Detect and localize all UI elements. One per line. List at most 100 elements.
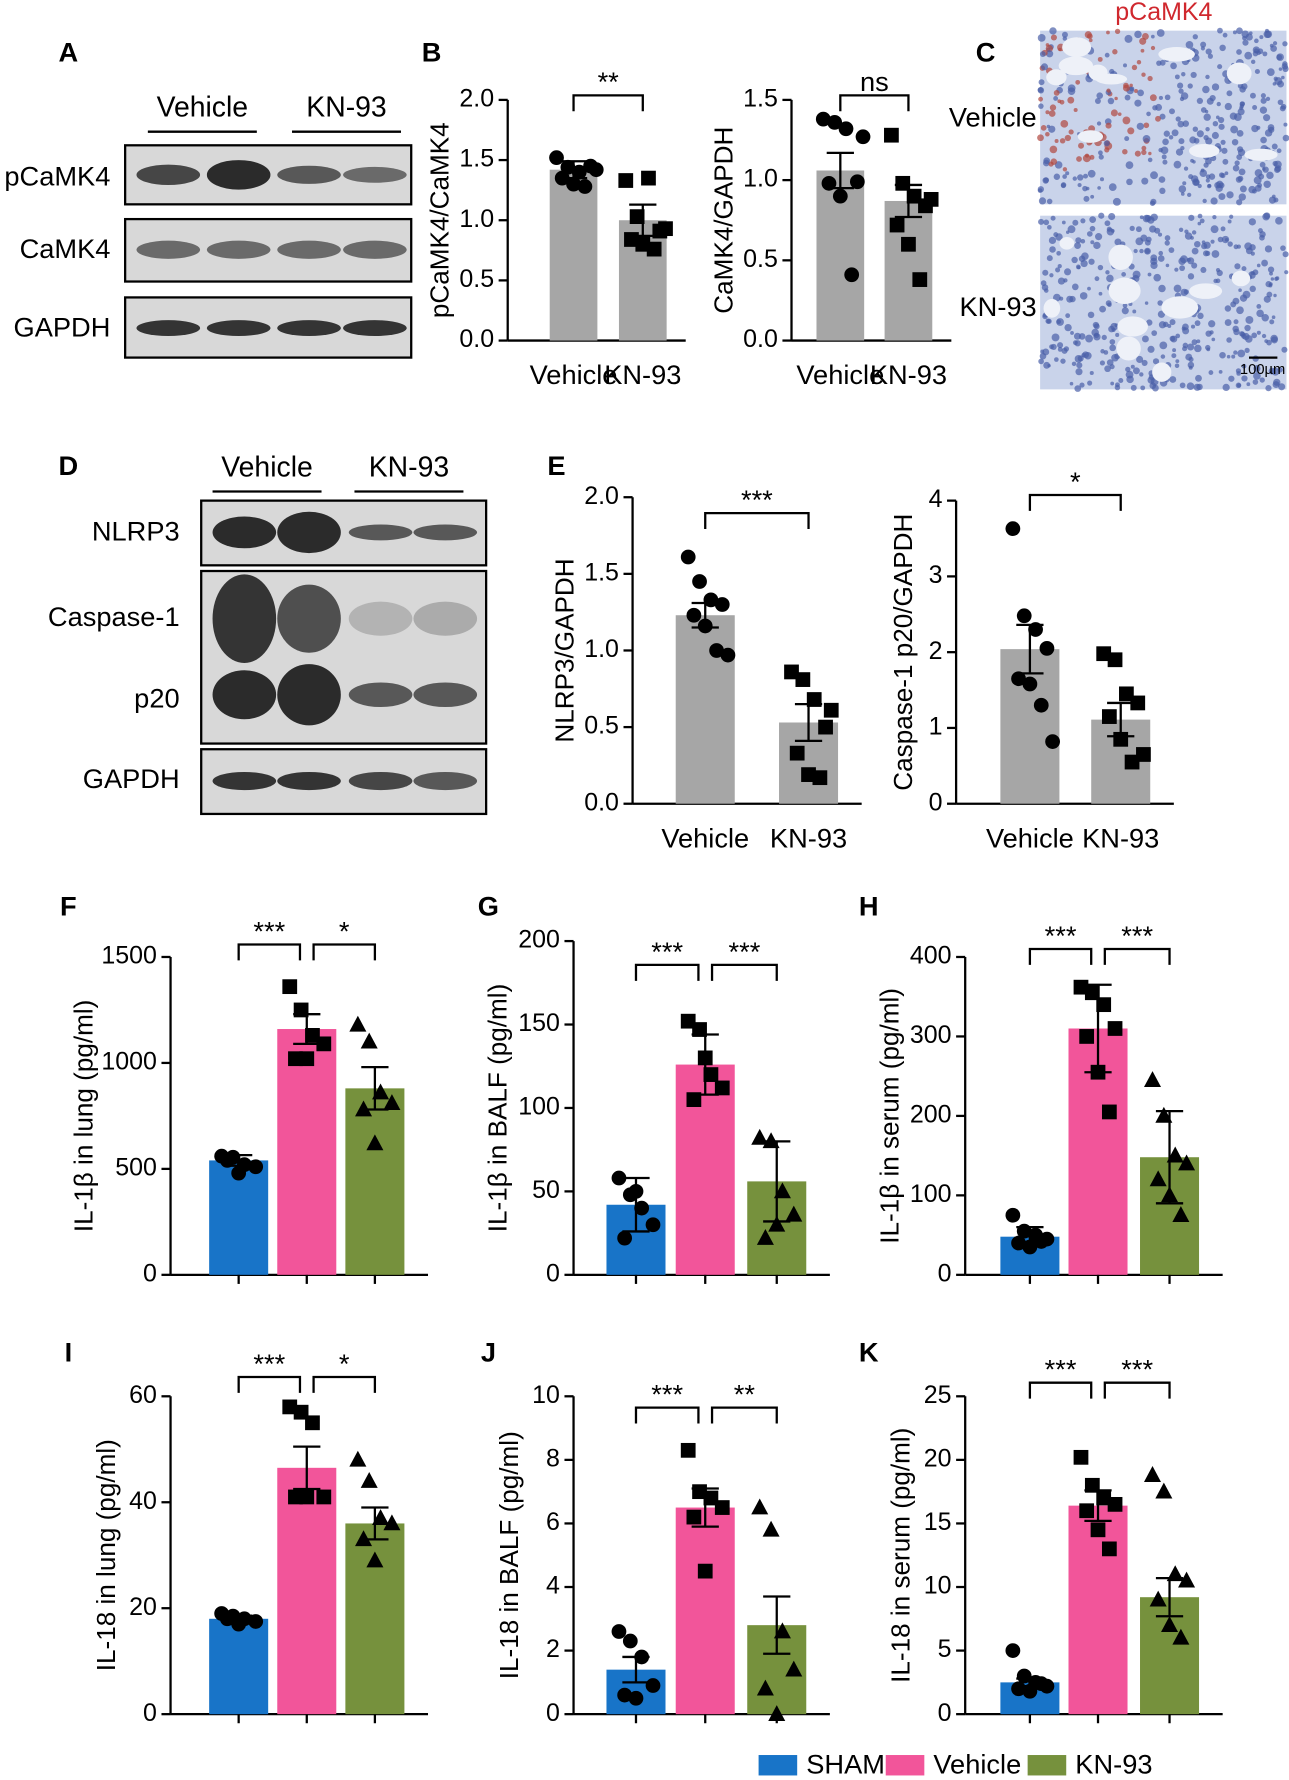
y-tick-label: 40 [129,1487,157,1515]
histology-cell [1063,346,1070,352]
histology-cell [1222,158,1229,165]
histology-alveolus [1043,298,1061,318]
data-point [1101,1541,1117,1557]
significance-label: *** [1045,920,1077,951]
histology-cell [1075,368,1083,376]
blot-group-label: Vehicle [221,451,313,483]
data-point [248,1159,264,1175]
data-point [923,191,939,207]
data-point [383,1514,401,1531]
histology-cell [1097,56,1103,62]
data-point [889,217,905,233]
blot-band [212,516,277,549]
histology-cell [1133,248,1138,254]
histology-cell [1083,173,1089,179]
data-point [815,111,831,127]
data-point [1178,1154,1196,1171]
histology-alveolus [1059,237,1075,250]
histology-cell [1203,134,1209,141]
y-tick-label: 2.0 [584,482,619,510]
significance-bracket [634,963,700,981]
histology-alveolus [1117,316,1148,337]
histology-cell [1241,375,1248,382]
histology-cell [1266,68,1275,77]
data-point [618,173,634,188]
blot-band [277,584,341,653]
data-point [1090,1064,1106,1080]
significance-label: *** [1121,1354,1153,1385]
histology-cell [1226,354,1231,359]
histology-cell [1055,233,1063,241]
histology-cell [1171,129,1179,137]
histology-cell [1049,246,1056,253]
histology-cell [1158,95,1163,100]
histology-cell [1259,377,1265,383]
data-point [1096,646,1112,662]
histology-cell [1177,120,1185,128]
histology-cell [1160,146,1169,155]
blot-band [348,771,413,791]
histology-cell [1144,248,1151,254]
data-point [641,170,656,186]
significance-label: *** [728,936,760,967]
significance-label: *** [651,1379,683,1410]
histology-cell [1057,264,1062,269]
histology-cell [1250,271,1255,276]
histology-cell [1123,82,1129,89]
data-point [1090,1522,1106,1538]
data-point [1039,641,1055,656]
y-tick-label: 10 [532,1381,560,1409]
histology-cell [1249,285,1256,293]
histology-cell [1039,51,1046,57]
y-tick-label: 3 [929,561,943,589]
histology-cell [1246,382,1251,387]
histology-cell [1216,101,1221,107]
data-point [1079,1503,1095,1519]
histology-cell [1219,44,1226,52]
x-tick-label: KN-93 [604,359,681,390]
histology-cell [1236,49,1242,55]
histology-cell [1088,38,1093,43]
significance-label: *** [253,1348,285,1379]
histology-cell [1093,333,1101,341]
histology-cell [1090,240,1095,245]
histology-cell [1209,94,1216,102]
histology-cell [1150,45,1156,51]
histology-cell [1124,136,1130,142]
histology-cell [1250,92,1256,99]
bar [1000,649,1060,804]
y-tick-label: 15 [924,1508,952,1536]
histology-cell [1135,226,1142,233]
y-tick-label: 50 [532,1176,560,1204]
histology-cell [1169,319,1176,326]
histology-cell [1099,177,1105,182]
histology-cell [1268,367,1276,375]
data-point [709,643,724,658]
histology-cell [1215,278,1221,284]
data-point [1107,1021,1123,1036]
histology-cell [1060,182,1067,188]
data-point [299,1489,315,1505]
histology-cell [1047,225,1052,230]
histology-alveolus [1116,336,1141,361]
histology-cell [1191,339,1198,346]
significance-bracket [312,943,377,961]
significance-bracket [1103,947,1171,965]
data-point [554,170,570,186]
histology-cell [1109,364,1115,370]
histology-cell [1098,291,1103,296]
histology-cell [1278,67,1283,71]
data-point [1011,1681,1026,1697]
panel-letter: C [976,37,996,68]
histology-cell [1249,244,1256,251]
histology-cell [1141,149,1147,156]
histology-cell [1157,310,1166,318]
data-point [1155,1482,1173,1499]
histology-cell [1160,354,1166,359]
histology-cell [1139,215,1144,220]
histology-cell [1109,339,1116,345]
panel-letter: B [422,37,442,68]
histology-cell [1148,151,1152,156]
significance-bracket [634,1406,700,1424]
histology-cell [1048,236,1057,245]
